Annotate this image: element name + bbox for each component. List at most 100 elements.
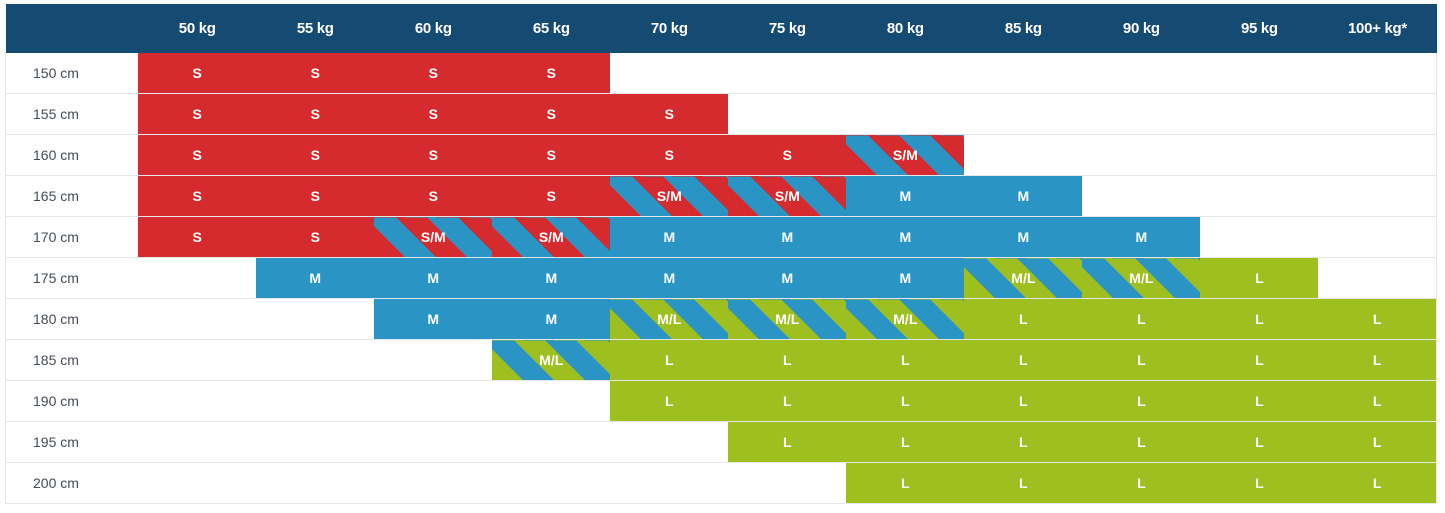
size-cell: S [610, 93, 729, 135]
header-corner [5, 4, 139, 53]
table-row: 190 cm L L L L L L L [5, 380, 1438, 422]
empty-cell [1318, 53, 1438, 94]
empty-cell [138, 380, 257, 422]
empty-cell [492, 380, 611, 422]
size-cell: M [256, 257, 375, 299]
size-cell: S [728, 134, 847, 176]
table-row: 195 cm L L L L L L [5, 421, 1438, 463]
size-cell: M [728, 216, 847, 258]
size-cell: M [846, 175, 965, 217]
size-cell: S [138, 53, 257, 94]
empty-cell [728, 462, 847, 504]
empty-cell [1082, 134, 1201, 176]
empty-cell [1318, 216, 1438, 258]
size-cell: M [846, 216, 965, 258]
size-cell: M/L [1082, 257, 1201, 299]
size-cell: M/L [964, 257, 1083, 299]
empty-cell [846, 93, 965, 135]
size-cell: S [256, 216, 375, 258]
size-cell: L [964, 380, 1083, 422]
empty-cell [846, 53, 965, 94]
empty-cell [964, 93, 1083, 135]
size-cell: M/L [492, 339, 611, 381]
empty-cell [1200, 134, 1319, 176]
empty-cell [1318, 175, 1438, 217]
size-cell: L [846, 421, 965, 463]
size-cell: L [964, 339, 1083, 381]
empty-cell [256, 380, 375, 422]
size-cell: L [1200, 339, 1319, 381]
table-row: 160 cm S S S S S S S/M [5, 134, 1438, 176]
weight-header-cell: 55 kg [256, 4, 375, 53]
size-cell: S [374, 134, 493, 176]
empty-cell [728, 93, 847, 135]
size-cell: L [728, 421, 847, 463]
size-cell: S [492, 175, 611, 217]
height-label: 185 cm [5, 339, 139, 381]
size-cell: L [1318, 462, 1438, 504]
empty-cell [492, 462, 611, 504]
weight-header-cell: 50 kg [138, 4, 257, 53]
size-cell: S/M [728, 175, 847, 217]
empty-cell [610, 53, 729, 94]
height-label: 180 cm [5, 298, 139, 340]
size-cell: L [1318, 421, 1438, 463]
size-cell: M/L [728, 298, 847, 340]
size-cell: S [374, 53, 493, 94]
height-label: 170 cm [5, 216, 139, 258]
size-cell: L [1200, 380, 1319, 422]
empty-cell [1200, 93, 1319, 135]
empty-cell [374, 380, 493, 422]
weight-header-cell: 80 kg [846, 4, 965, 53]
header-row: 50 kg 55 kg 60 kg 65 kg 70 kg 75 kg 80 kg 85 kg… [5, 4, 1437, 53]
empty-cell [964, 53, 1083, 94]
size-cell: S [138, 134, 257, 176]
size-cell: S/M [492, 216, 611, 258]
empty-cell [610, 421, 729, 463]
empty-cell [256, 339, 375, 381]
size-cell: L [1082, 339, 1201, 381]
weight-header: 50 kg 55 kg 60 kg 65 kg 70 kg 75 kg 80 kg 85 kg… [5, 4, 1437, 53]
height-label: 155 cm [5, 93, 139, 135]
size-cell: L [964, 298, 1083, 340]
height-label: 195 cm [5, 421, 139, 463]
empty-cell [256, 462, 375, 504]
size-cell: L [846, 339, 965, 381]
size-cell: L [1082, 421, 1201, 463]
weight-header-cell: 95 kg [1200, 4, 1319, 53]
empty-cell [374, 421, 493, 463]
size-cell: S [492, 134, 611, 176]
empty-cell [1318, 134, 1438, 176]
empty-cell [256, 298, 375, 340]
empty-cell [374, 339, 493, 381]
table-row: 165 cm S S S S S/M S/M M M [5, 175, 1438, 217]
table-row: 185 cm M/L L L L L L L L [5, 339, 1438, 381]
empty-cell [1200, 216, 1319, 258]
size-cell: M/L [846, 298, 965, 340]
size-rows: 150 cm S S S S 155 cm S S S S S 160 cm S S S S S S S/M 165 … [5, 53, 1438, 504]
empty-cell [1200, 53, 1319, 94]
empty-cell [1318, 257, 1438, 299]
size-cell: L [610, 339, 729, 381]
size-cell: M [846, 257, 965, 299]
size-cell: M [728, 257, 847, 299]
weight-header-cell: 100+ kg* [1318, 4, 1437, 53]
size-cell: L [1082, 462, 1201, 504]
empty-cell [1082, 175, 1201, 217]
size-cell: S [256, 134, 375, 176]
size-cell: L [610, 380, 729, 422]
table-row: 175 cm M M M M M M M/L M/L L [5, 257, 1438, 299]
empty-cell [138, 257, 257, 299]
table-row: 170 cm S S S/M S/M M M M M M [5, 216, 1438, 258]
height-label: 200 cm [5, 462, 139, 504]
size-cell: S [256, 175, 375, 217]
table-row: 200 cm L L L L L [5, 462, 1438, 504]
empty-cell [1318, 93, 1438, 135]
empty-cell [138, 298, 257, 340]
size-cell: L [1082, 298, 1201, 340]
size-cell: L [1318, 298, 1438, 340]
size-cell: M [1082, 216, 1201, 258]
empty-cell [1082, 53, 1201, 94]
weight-header-cell: 90 kg [1082, 4, 1201, 53]
empty-cell [728, 53, 847, 94]
